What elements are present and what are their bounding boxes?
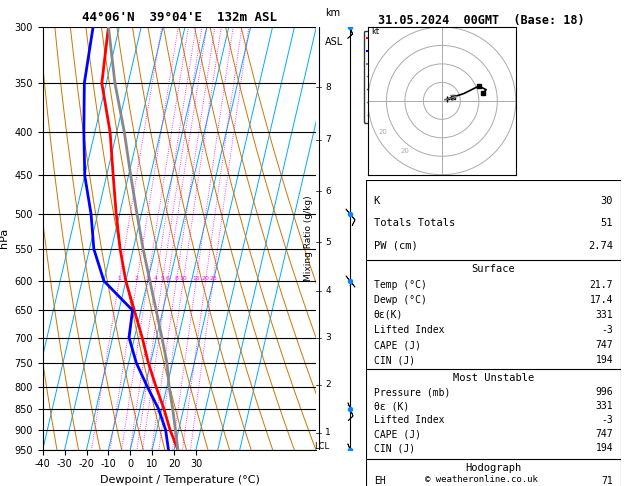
Text: CIN (J): CIN (J)	[374, 355, 415, 365]
Text: CAPE (J): CAPE (J)	[374, 340, 421, 350]
Text: 4: 4	[325, 286, 331, 295]
Text: 17.4: 17.4	[589, 295, 613, 305]
Text: 25: 25	[209, 276, 217, 281]
Text: 4: 4	[154, 276, 158, 281]
Text: LCL: LCL	[314, 442, 330, 451]
Text: 1: 1	[117, 276, 121, 281]
Text: Pressure (mb): Pressure (mb)	[374, 387, 450, 398]
Text: © weatheronline.co.uk: © weatheronline.co.uk	[425, 474, 538, 484]
Text: CAPE (J): CAPE (J)	[374, 429, 421, 439]
Text: 8: 8	[325, 83, 331, 92]
Text: 51: 51	[601, 218, 613, 228]
Text: Mixing Ratio (g/kg): Mixing Ratio (g/kg)	[304, 195, 313, 281]
Text: Most Unstable: Most Unstable	[453, 373, 534, 383]
Text: 5: 5	[325, 238, 331, 247]
Text: K: K	[374, 196, 380, 206]
Text: 3: 3	[146, 276, 150, 281]
Text: Surface: Surface	[472, 264, 515, 275]
Text: θε (K): θε (K)	[374, 401, 409, 411]
Text: Temp (°C): Temp (°C)	[374, 280, 426, 290]
Text: 2: 2	[135, 276, 139, 281]
Text: Hodograph: Hodograph	[465, 463, 521, 472]
Text: 8: 8	[174, 276, 178, 281]
Text: 6: 6	[165, 276, 170, 281]
Legend: Temperature, Dewpoint, Parcel Trajectory, Dry Adiabat, Wet Adiabat, Isotherm, Mi: Temperature, Dewpoint, Parcel Trajectory…	[364, 31, 455, 122]
Text: Lifted Index: Lifted Index	[374, 415, 444, 425]
Text: 331: 331	[596, 401, 613, 411]
Text: 30: 30	[601, 196, 613, 206]
Text: 6: 6	[325, 187, 331, 196]
Text: 747: 747	[596, 429, 613, 439]
Text: 5: 5	[160, 276, 164, 281]
Text: 747: 747	[596, 340, 613, 350]
Text: 20: 20	[202, 276, 209, 281]
Title: 44°06'N  39°04'E  132m ASL: 44°06'N 39°04'E 132m ASL	[82, 11, 277, 24]
Text: Dewp (°C): Dewp (°C)	[374, 295, 426, 305]
Text: kt: kt	[372, 27, 380, 36]
Text: 331: 331	[596, 310, 613, 320]
Text: 996: 996	[596, 387, 613, 398]
Text: 194: 194	[596, 355, 613, 365]
Text: CIN (J): CIN (J)	[374, 443, 415, 453]
Text: 31.05.2024  00GMT  (Base: 18): 31.05.2024 00GMT (Base: 18)	[378, 14, 584, 27]
Text: -3: -3	[601, 325, 613, 335]
Text: 7: 7	[325, 135, 331, 144]
Text: 15: 15	[192, 276, 200, 281]
Text: 20: 20	[401, 148, 409, 154]
Text: 2: 2	[325, 380, 331, 389]
Text: Lifted Index: Lifted Index	[374, 325, 444, 335]
Text: ASL: ASL	[325, 37, 343, 47]
Text: PW (cm): PW (cm)	[374, 241, 418, 251]
Text: θε(K): θε(K)	[374, 310, 403, 320]
Text: 3: 3	[325, 333, 331, 342]
Text: 1: 1	[325, 429, 331, 437]
Text: Totals Totals: Totals Totals	[374, 218, 455, 228]
Text: -3: -3	[601, 415, 613, 425]
X-axis label: Dewpoint / Temperature (°C): Dewpoint / Temperature (°C)	[99, 475, 260, 485]
Text: 20: 20	[378, 129, 387, 135]
Y-axis label: hPa: hPa	[0, 228, 9, 248]
Text: 2.74: 2.74	[588, 241, 613, 251]
Text: 71: 71	[601, 476, 613, 486]
Text: EH: EH	[374, 476, 386, 486]
Text: 10: 10	[179, 276, 187, 281]
Text: 21.7: 21.7	[589, 280, 613, 290]
Text: 194: 194	[596, 443, 613, 453]
Text: km: km	[325, 8, 340, 18]
